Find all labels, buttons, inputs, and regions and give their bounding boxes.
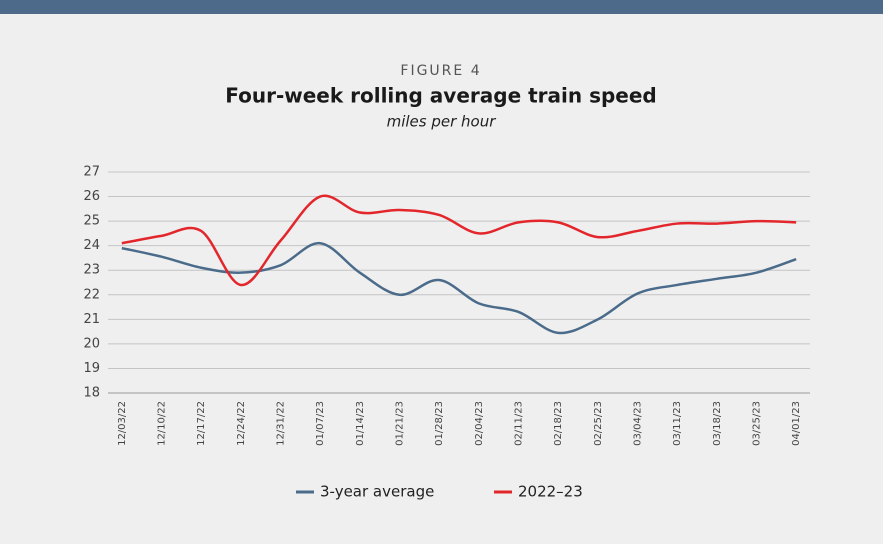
y-tick-label: 24 [83,238,100,253]
y-tick-label: 19 [83,361,100,376]
x-tick-label: 12/03/22 [117,401,128,446]
x-tick-label: 02/25/23 [593,401,604,446]
series-line [121,194,797,287]
y-tick-label: 25 [83,214,100,229]
figure-label: FIGURE 4 [400,63,481,79]
x-tick-label: 02/04/23 [474,401,485,446]
x-tick-label: 03/11/23 [672,401,683,446]
y-tick-label: 26 [83,189,100,204]
y-tick-label: 18 [83,386,100,401]
y-tick-label: 20 [83,336,100,351]
x-tick-label: 01/21/23 [395,401,406,446]
y-tick-label: 23 [83,263,100,278]
top-bar [0,0,883,14]
series-line [121,241,797,335]
x-tick-label: 03/04/23 [633,401,644,446]
chart-title: Four-week rolling average train speed [225,84,657,108]
x-tick-label: 01/07/23 [315,401,326,446]
x-tick-label: 12/31/22 [276,401,287,446]
chart-subtitle: miles per hour [387,113,497,131]
x-tick-label: 12/17/22 [196,401,207,446]
x-tick-label: 02/18/23 [553,401,564,446]
legend-label: 3-year average [320,483,434,501]
x-tick-label: 12/10/22 [157,401,168,446]
x-tick-label: 01/14/23 [355,401,366,446]
y-tick-label: 22 [83,287,100,302]
x-tick-label: 03/18/23 [712,401,723,446]
x-tick-label: 02/11/23 [514,401,525,446]
y-tick-label: 27 [83,165,100,180]
x-tick-label: 01/28/23 [434,401,445,446]
x-tick-label: 04/01/23 [791,401,802,446]
y-tick-label: 21 [83,312,100,327]
legend-label: 2022–23 [518,483,583,501]
x-tick-label: 03/25/23 [752,401,763,446]
x-tick-label: 12/24/22 [236,401,247,446]
